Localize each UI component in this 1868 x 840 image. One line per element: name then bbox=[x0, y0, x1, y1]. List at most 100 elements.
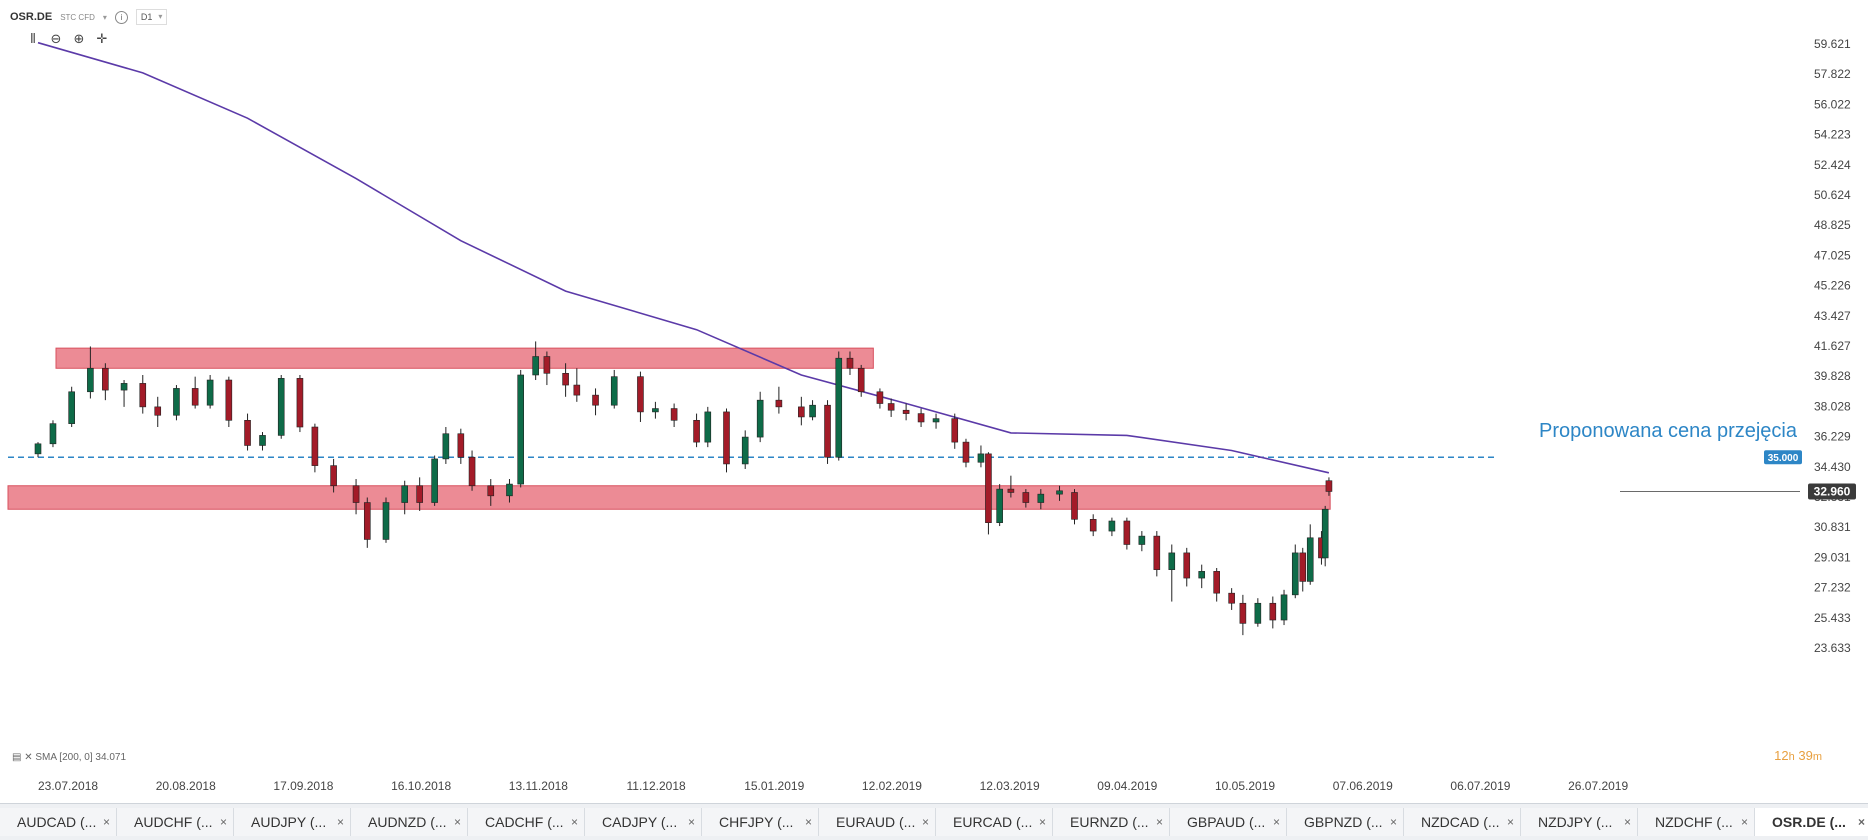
tab-eurcad[interactable]: EURCAD (... × bbox=[936, 808, 1053, 836]
dropdown-icon[interactable]: ▾ bbox=[102, 12, 107, 22]
close-icon[interactable]: × bbox=[1740, 815, 1748, 829]
instrument-tab-bar: AUDCAD (... × AUDCHF (... × AUDJPY (... × AUDN… bbox=[0, 803, 1868, 840]
close-icon[interactable]: × bbox=[1389, 815, 1397, 829]
close-icon[interactable]: × bbox=[921, 815, 929, 829]
timeframe-select[interactable]: D1 ▾ bbox=[135, 9, 168, 25]
close-icon[interactable]: × bbox=[1623, 815, 1631, 829]
x-tick-label: 20.08.2018 bbox=[156, 779, 216, 793]
close-icon[interactable]: × bbox=[687, 815, 695, 829]
candle-body bbox=[191, 388, 199, 406]
candle-body bbox=[1325, 480, 1333, 492]
tab-nzdcad[interactable]: NZDCAD (... × bbox=[1404, 808, 1521, 836]
candle-body bbox=[798, 406, 805, 418]
close-icon[interactable]: × bbox=[804, 815, 812, 829]
indicator-menu-icon[interactable]: ▤ ✕ bbox=[12, 752, 36, 763]
close-icon[interactable]: × bbox=[1038, 815, 1046, 829]
tab-chfjpy[interactable]: CHFJPY (... × bbox=[702, 808, 819, 836]
tab-eurnzd[interactable]: EURNZD (... × bbox=[1053, 808, 1170, 836]
candle-body bbox=[244, 419, 251, 446]
candle-body bbox=[296, 378, 304, 428]
crosshair-icon[interactable]: ✛ bbox=[96, 31, 108, 46]
close-icon[interactable]: × bbox=[1506, 815, 1514, 829]
candle-body bbox=[637, 376, 644, 413]
candle-body bbox=[1299, 552, 1307, 582]
candle-body bbox=[1198, 571, 1206, 579]
takeover-annotation: Proponowana cena przejęcia bbox=[1539, 420, 1798, 442]
tab-nzdchf[interactable]: NZDCHF (... × bbox=[1638, 808, 1755, 836]
candle-body bbox=[857, 367, 865, 393]
candle-countdown: 12h 39m bbox=[1774, 748, 1822, 763]
tab-audnzd[interactable]: AUDNZD (... × bbox=[351, 808, 468, 836]
info-icon[interactable]: i bbox=[114, 10, 128, 24]
candle-body bbox=[457, 433, 465, 458]
close-icon[interactable]: × bbox=[102, 815, 110, 829]
close-icon[interactable]: × bbox=[1155, 815, 1163, 829]
tab-cadjpy[interactable]: CADJPY (... × bbox=[585, 808, 702, 836]
candle-body bbox=[1183, 552, 1191, 579]
tab-audchf[interactable]: AUDCHF (... × bbox=[117, 808, 234, 836]
zoom-out-icon[interactable]: ⊖ bbox=[50, 31, 62, 46]
tab-label: EURNZD (... bbox=[1070, 814, 1149, 830]
tab-audcad[interactable]: AUDCAD (... × bbox=[0, 808, 117, 836]
candle-body bbox=[352, 485, 360, 503]
candle-body bbox=[951, 418, 959, 443]
close-icon[interactable]: × bbox=[1857, 815, 1865, 829]
x-tick-label: 13.11.2018 bbox=[509, 779, 568, 793]
tab-label: CHFJPY (... bbox=[719, 814, 794, 830]
tab-nzdjpy[interactable]: NZDJPY (... × bbox=[1521, 808, 1638, 836]
timeframe-value: D1 bbox=[140, 12, 153, 22]
tab-audjpy[interactable]: AUDJPY (... × bbox=[234, 808, 351, 836]
takeover-level-tag bbox=[1764, 450, 1802, 465]
tab-gbpnzd[interactable]: GBPNZD (... × bbox=[1287, 808, 1404, 836]
price-chart[interactable]: 59.621 57.822 56.022 54.223 52.424 50.624 48.8… bbox=[0, 0, 1868, 803]
y-tick-label: 34.430 bbox=[1814, 460, 1851, 474]
close-icon[interactable]: × bbox=[336, 815, 344, 829]
tab-gbpaud[interactable]: GBPAUD (... × bbox=[1170, 808, 1287, 836]
x-tick-label: 07.06.2019 bbox=[1333, 779, 1393, 793]
x-tick-label: 06.07.2019 bbox=[1450, 779, 1510, 793]
candle-body bbox=[1321, 508, 1329, 559]
tab-cadchf[interactable]: CADCHF (... × bbox=[468, 808, 585, 836]
close-icon[interactable]: × bbox=[219, 815, 227, 829]
x-tick-label: 12.02.2019 bbox=[862, 779, 922, 793]
y-tick-label: 36.229 bbox=[1814, 430, 1851, 444]
tab-osr-de[interactable]: OSR.DE (... × bbox=[1755, 808, 1868, 836]
zoom-in-icon[interactable]: ⊕ bbox=[73, 31, 85, 46]
chart-type-icon[interactable]: ⫴ bbox=[30, 31, 36, 46]
candle-body bbox=[1168, 552, 1176, 570]
candle-body bbox=[259, 435, 266, 446]
y-tick-label: 30.831 bbox=[1814, 520, 1851, 534]
tab-label: AUDJPY (... bbox=[251, 814, 327, 830]
symbol-label: OSR.DE bbox=[10, 11, 53, 23]
y-tick-label: 47.025 bbox=[1814, 248, 1851, 262]
candle-body bbox=[1153, 535, 1161, 570]
chart-header: OSR.DE STC CFD ▾ i D1 ▾ bbox=[10, 8, 168, 26]
close-icon[interactable]: × bbox=[453, 815, 461, 829]
candle-body bbox=[1280, 594, 1288, 621]
candle-body bbox=[1123, 520, 1131, 545]
close-icon[interactable]: × bbox=[570, 815, 578, 829]
current-price-tag bbox=[1808, 483, 1856, 500]
x-tick-label: 12.03.2019 bbox=[980, 779, 1040, 793]
y-tick-label: 54.223 bbox=[1814, 128, 1851, 142]
y-tick-label: 52.424 bbox=[1814, 158, 1851, 172]
tab-label: OSR.DE (... bbox=[1772, 814, 1846, 830]
indicator-legend[interactable]: ▤ ✕ SMA [200, 0] 34.071 bbox=[12, 752, 126, 763]
close-icon[interactable]: × bbox=[1272, 815, 1280, 829]
x-tick-label: 09.04.2019 bbox=[1097, 779, 1157, 793]
candle-body bbox=[1306, 537, 1314, 582]
y-tick-label: 56.022 bbox=[1814, 97, 1851, 111]
tab-label: AUDCHF (... bbox=[134, 814, 213, 830]
candle-body bbox=[517, 374, 524, 485]
candle-body bbox=[311, 426, 319, 466]
tab-label: EURCAD (... bbox=[953, 814, 1033, 830]
candle-body bbox=[442, 433, 450, 460]
candle-body bbox=[1089, 519, 1097, 532]
candle-body bbox=[225, 379, 233, 421]
x-tick-label: 17.09.2018 bbox=[273, 779, 333, 793]
tab-euraud[interactable]: EURAUD (... × bbox=[819, 808, 936, 836]
tab-label: NZDJPY (... bbox=[1538, 814, 1613, 830]
candle-body bbox=[1037, 493, 1045, 503]
y-tick-label: 59.621 bbox=[1814, 37, 1851, 51]
candle-body bbox=[68, 391, 75, 424]
